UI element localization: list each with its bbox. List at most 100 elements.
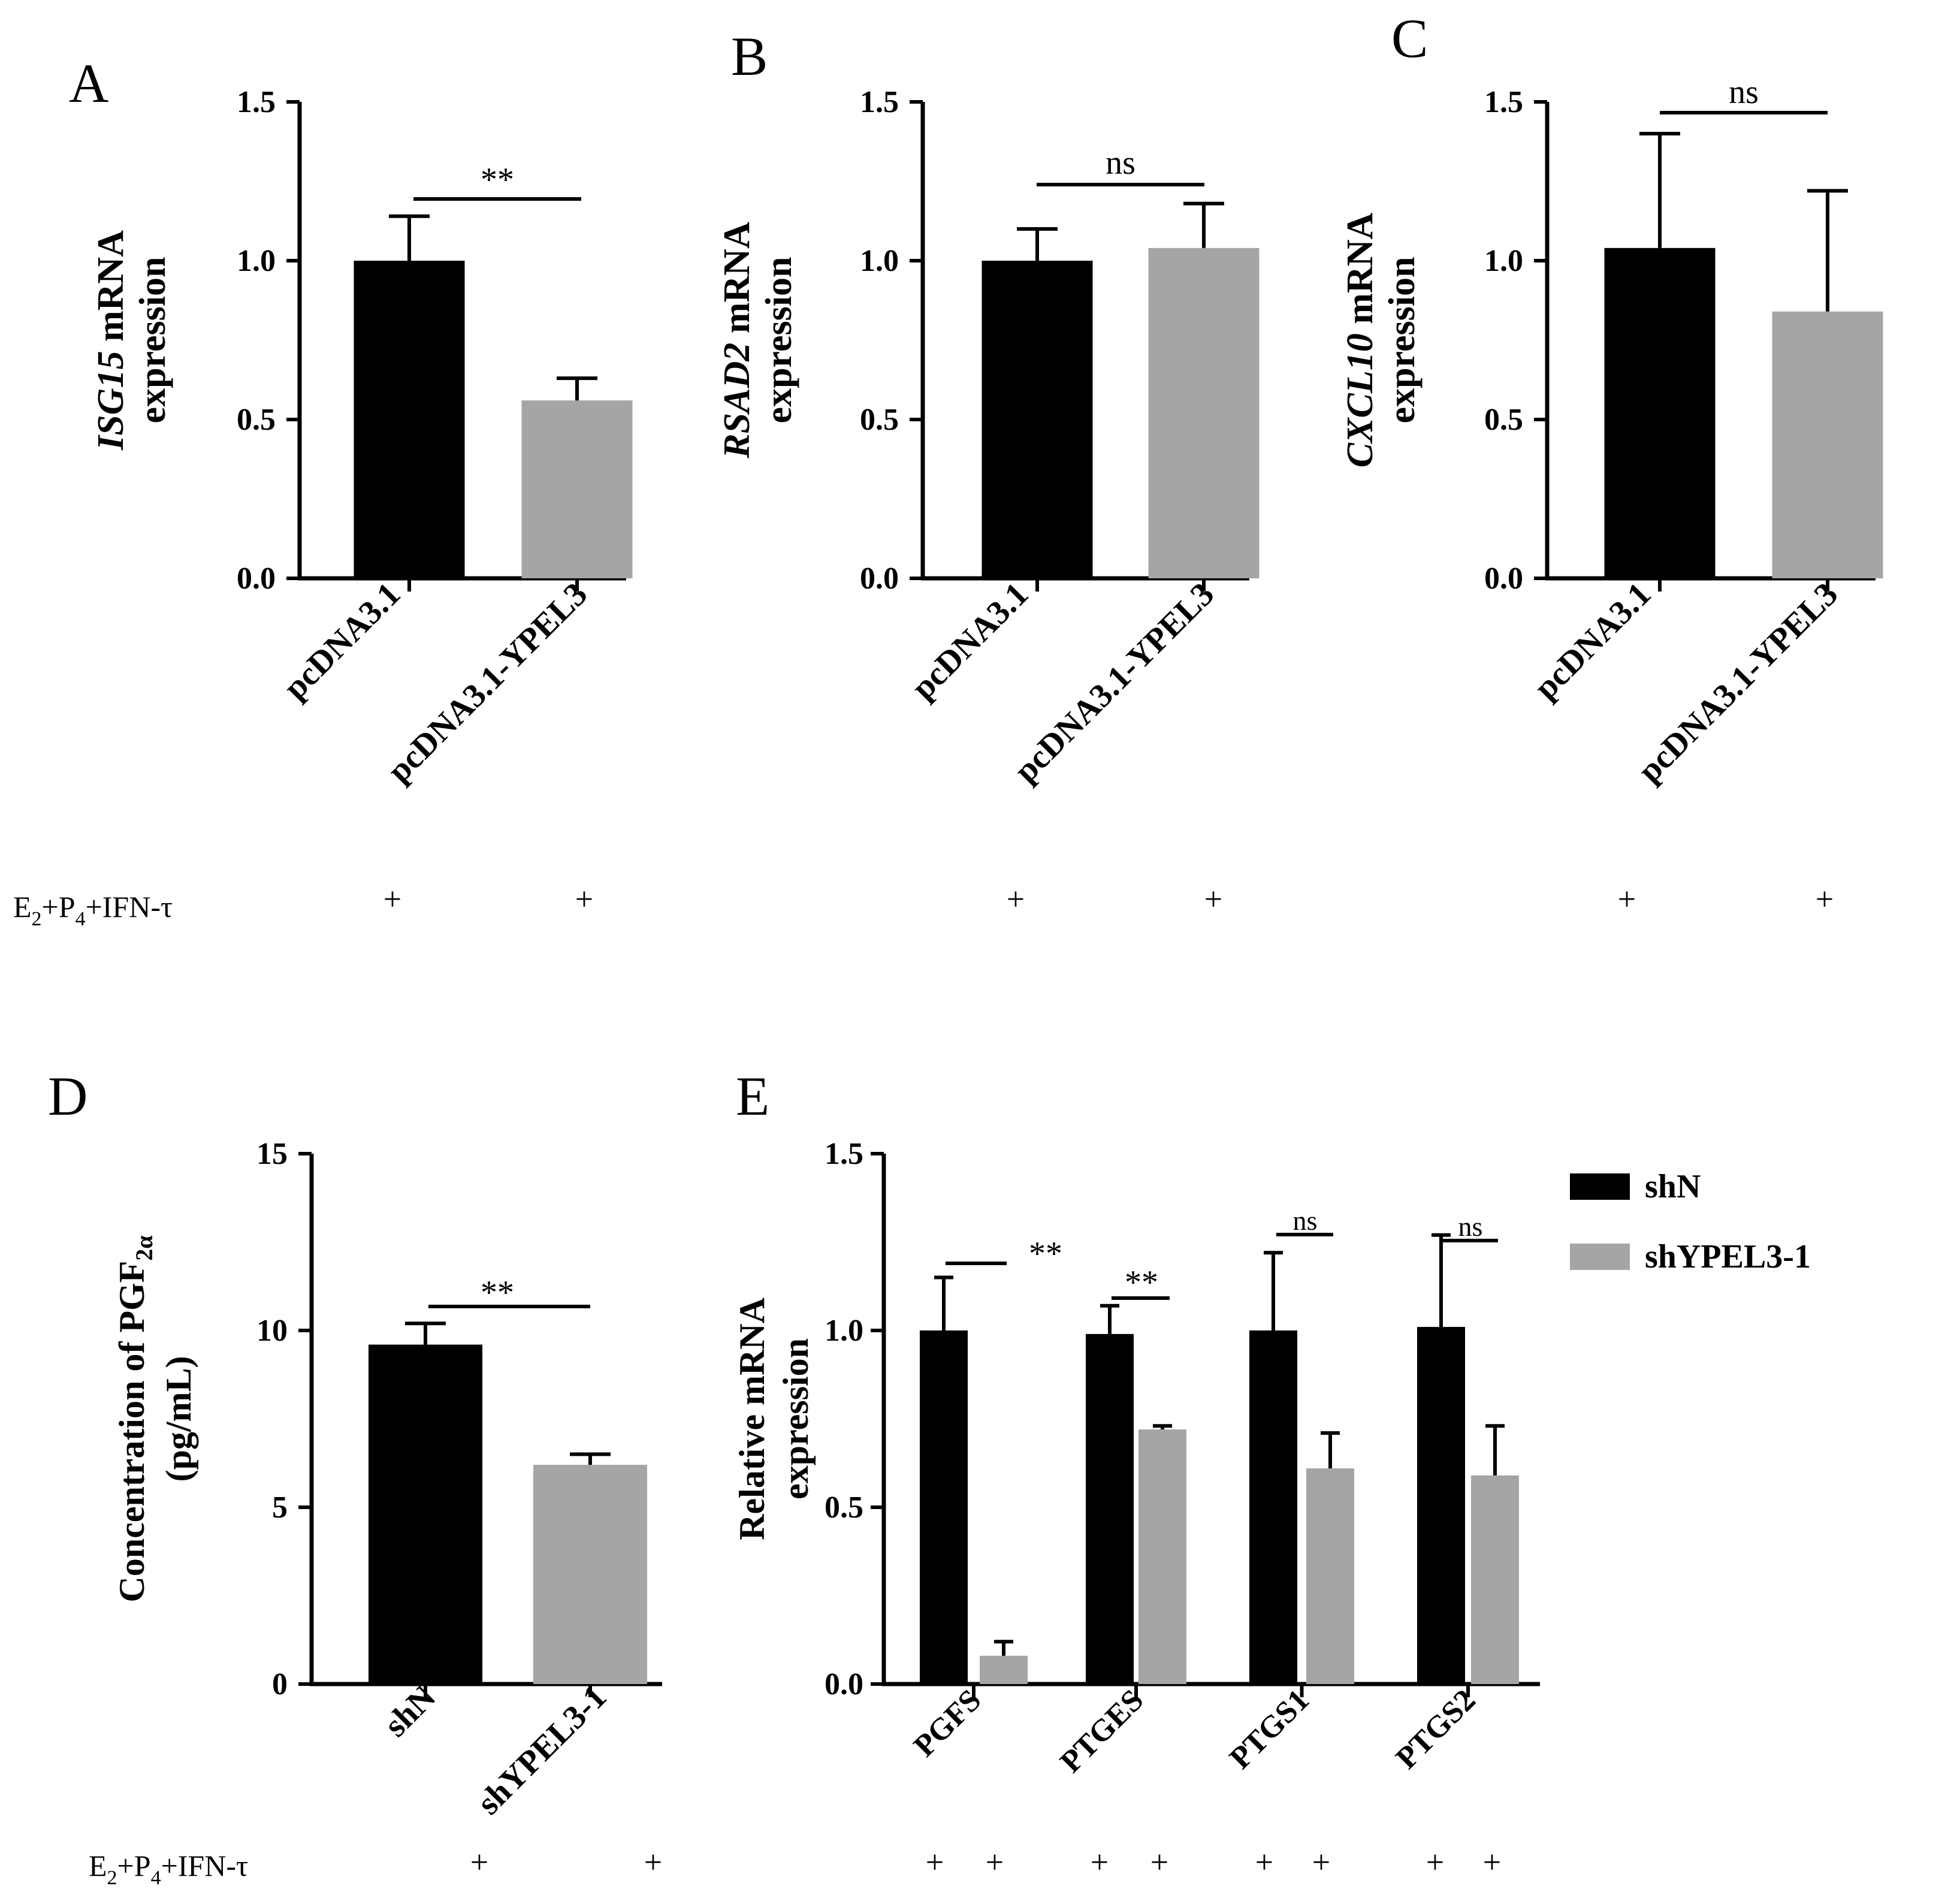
y-tick-label: 10	[256, 1314, 288, 1348]
legend-label-shypel3: shYPEL3-1	[1645, 1238, 1811, 1275]
treatment-plus: +	[644, 1844, 662, 1880]
panel-letter-c: C	[1391, 8, 1428, 69]
category-label: pcDNA3.1	[904, 575, 1035, 707]
y-tick-label: 1.0	[237, 244, 276, 278]
treatment-plus: +	[1255, 1844, 1273, 1880]
treatment-sub-4: 4	[75, 908, 86, 930]
y-tick-label: 15	[256, 1137, 288, 1171]
category-label: PTGS1	[1223, 1683, 1316, 1776]
bar	[980, 1655, 1028, 1684]
bar	[920, 1330, 968, 1684]
significance-label: **	[481, 161, 514, 198]
y-tick-label: 1.0	[860, 244, 899, 278]
treatment-label-top: E2+P4+IFN-τ	[13, 890, 173, 930]
y-axis-title-gene: RSAD2	[717, 343, 757, 459]
significance-label: ns	[1106, 144, 1135, 182]
y-axis-title: CXCL10 mRNA	[1340, 213, 1381, 468]
treatment-plus: +	[1816, 881, 1834, 917]
treatment-rest: +IFN-τ	[86, 890, 173, 924]
treatment-plus: +	[926, 1844, 944, 1880]
treatment-label-bottom: E2+P4+IFN-τ	[89, 1849, 248, 1889]
bar	[981, 261, 1093, 578]
y-axis-title-line2: (pg/mL)	[159, 1356, 198, 1482]
y-tick-label: 1.5	[825, 1137, 863, 1171]
treatment-plus: +	[1483, 1844, 1501, 1880]
category-label: pcDNA3.1-YPEL3	[1007, 575, 1221, 789]
treatment-plus: +	[1091, 1844, 1109, 1880]
treatment-e: E	[89, 1849, 107, 1882]
y-tick-label: 1.5	[237, 85, 276, 119]
category-label: pcDNA3.1-YPEL3	[380, 575, 594, 789]
significance-label: **	[481, 1274, 514, 1311]
y-tick-label: 5	[272, 1490, 288, 1525]
y-axis-title-gene: ISG15	[90, 351, 131, 451]
significance-label: **	[1029, 1235, 1062, 1272]
treatment-plus: +	[1618, 881, 1636, 917]
y-tick-label: 1.0	[1484, 244, 1523, 278]
legend: shN shYPEL3-1	[1570, 1168, 1811, 1275]
treatment-plus: +	[1204, 881, 1222, 917]
category-label: PGFS	[907, 1683, 987, 1763]
panel-letter-b: B	[731, 26, 768, 87]
y-tick-label: 0.0	[237, 562, 276, 596]
bar	[521, 400, 633, 578]
y-axis-title-line2: expression	[776, 1338, 816, 1499]
category-label: shN	[377, 1678, 443, 1744]
y-tick-label: 0	[272, 1667, 288, 1701]
y-tick-label: 1.0	[825, 1314, 863, 1348]
treatment-plus: +	[1150, 1844, 1168, 1880]
bar	[1306, 1468, 1354, 1684]
bar	[533, 1465, 647, 1684]
y-tick-label: 1.5	[1484, 85, 1523, 119]
treatment-sub-4: 4	[151, 1867, 161, 1889]
y-axis-title-sub: 2α	[131, 1235, 158, 1260]
significance-label: **	[1125, 1264, 1158, 1301]
y-axis-title: ISG15 mRNA	[90, 230, 131, 451]
y-axis-title: Concentration of PGF2α	[112, 1235, 158, 1602]
treatment-plus: +	[986, 1844, 1004, 1880]
category-label: PTGES	[1054, 1683, 1150, 1779]
category-label: pcDNA3.1	[1527, 575, 1658, 707]
bar	[1604, 248, 1716, 578]
y-axis-title: RSAD2 mRNA	[717, 222, 757, 459]
treatment-plus: +	[470, 1844, 488, 1880]
y-axis-title-line2: expression	[759, 257, 799, 424]
y-axis-title-rest: mRNA	[717, 222, 757, 343]
panel-letter-d: D	[48, 1066, 87, 1127]
treatment-rest: +IFN-τ	[161, 1849, 249, 1882]
treatment-plus: +	[1426, 1844, 1444, 1880]
bar	[354, 261, 465, 578]
significance-label: ns	[1458, 1211, 1483, 1242]
legend-swatch-shypel3	[1570, 1244, 1630, 1270]
legend-swatch-shn	[1570, 1173, 1630, 1200]
y-tick-label: 0.0	[860, 562, 899, 596]
category-label: pcDNA3.1	[276, 575, 407, 707]
treatment-sub-2: 2	[107, 1867, 117, 1889]
panel-letter-a: A	[69, 53, 108, 114]
chart-panel-e: 0.0 0.5 1.0 1.5 ** PGFS ** PTGES ns PTGS1 ns PTGS2 +…	[732, 1137, 1540, 1880]
bar	[1471, 1475, 1519, 1684]
y-tick-label: 0.5	[237, 403, 276, 437]
y-tick-label: 0.5	[825, 1490, 863, 1525]
y-tick-label: 1.5	[860, 85, 899, 119]
category-label: PTGS2	[1390, 1683, 1482, 1776]
bar	[1417, 1327, 1465, 1684]
bar	[1086, 1333, 1134, 1684]
y-tick-label: 0.0	[825, 1667, 863, 1701]
treatment-e: E	[13, 890, 32, 924]
panel-letter-e: E	[736, 1066, 769, 1127]
treatment-plus: +	[383, 881, 401, 917]
bar	[1772, 311, 1883, 578]
legend-label-shn: shN	[1645, 1168, 1701, 1205]
treatment-plus: +	[1312, 1844, 1330, 1880]
y-axis-title-gene: CXCL10	[1340, 333, 1381, 467]
y-axis-title-rest: mRNA	[90, 230, 131, 351]
treatment-sub-2: 2	[32, 908, 42, 930]
chart-panel-d: 0 5 10 15 ** shN shYPEL3-1 + + Concentration of P…	[112, 1137, 662, 1880]
y-axis-title: Relative mRNA	[732, 1298, 772, 1540]
significance-label: ns	[1293, 1205, 1318, 1236]
category-label: pcDNA3.1-YPEL3	[1631, 575, 1845, 789]
